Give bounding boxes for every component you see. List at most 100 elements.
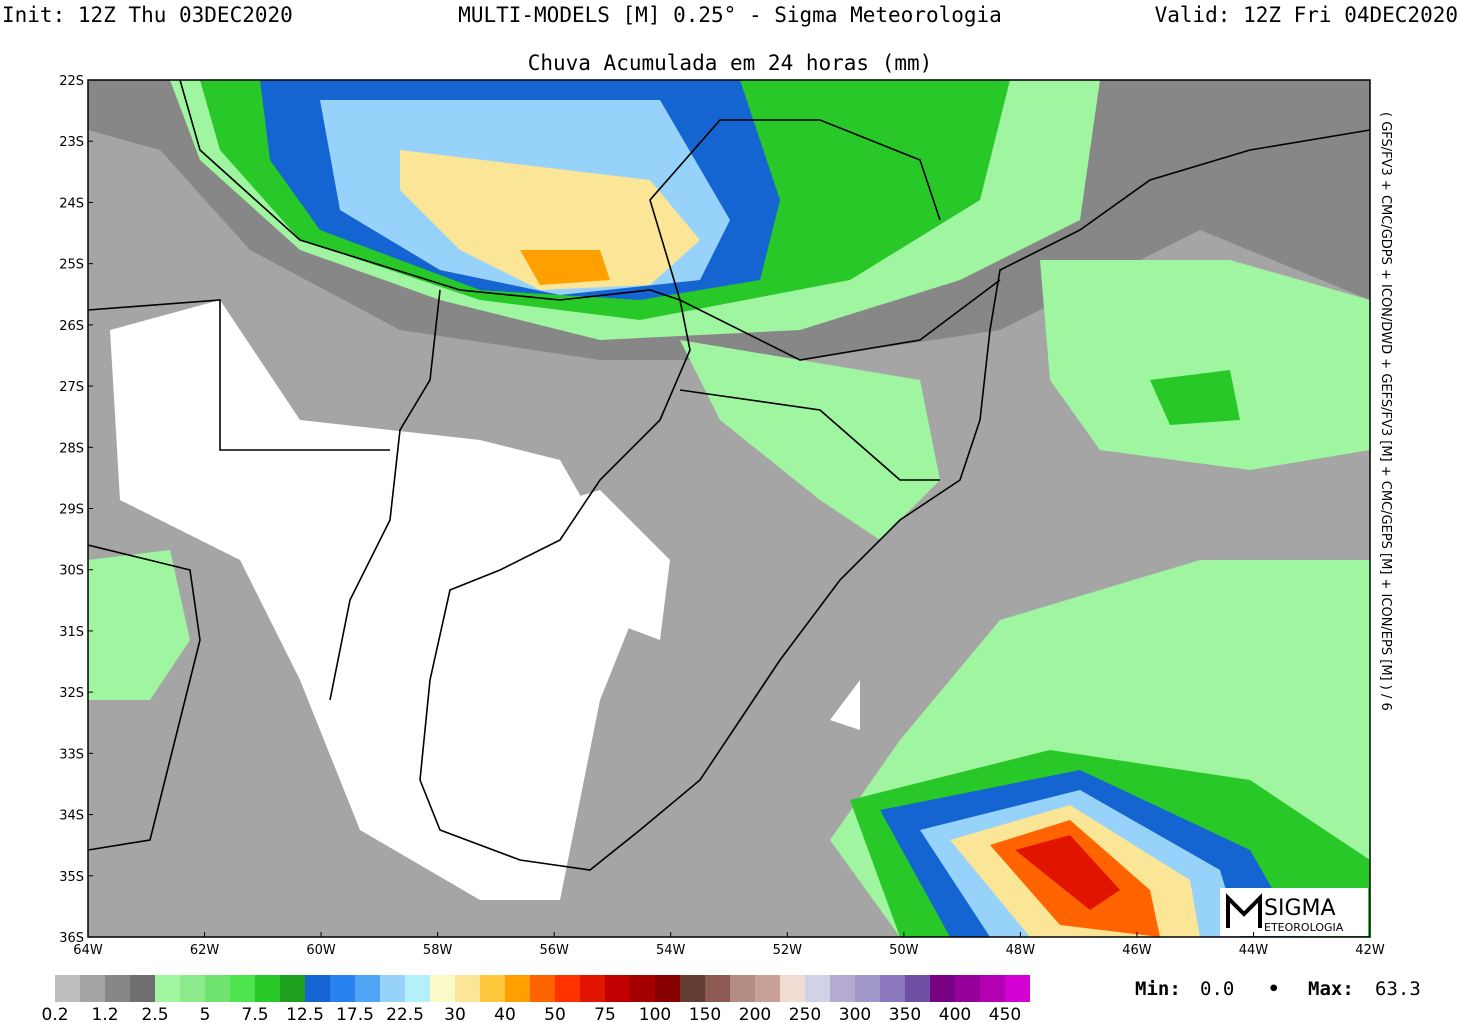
- colorbar-swatch: [130, 975, 155, 1002]
- colorbar-swatch: [530, 975, 555, 1002]
- colorbar-swatch: [555, 975, 580, 1002]
- colorbar-swatch: [705, 975, 730, 1002]
- colorbar-swatch: [155, 975, 180, 1002]
- lon-label: 64W: [73, 943, 103, 958]
- lat-label: 33S: [59, 747, 84, 762]
- colorbar-swatch: [980, 975, 1005, 1002]
- lat-label: 35S: [59, 870, 84, 885]
- lon-label: 52W: [773, 943, 803, 958]
- lat-label: 27S: [59, 380, 84, 395]
- colorbar-label: 450: [989, 1005, 1021, 1022]
- lat-label: 23S: [59, 135, 84, 150]
- colorbar-swatch: [830, 975, 855, 1002]
- lon-label: 46W: [1122, 943, 1152, 958]
- colorbar-swatch: [880, 975, 905, 1002]
- colorbar-label: 350: [889, 1005, 921, 1022]
- colorbar-swatch: [455, 975, 480, 1002]
- colorbar-swatch: [905, 975, 930, 1002]
- colorbar-label: 250: [789, 1005, 821, 1022]
- logo-sub: ETEOROLOGIA: [1264, 921, 1344, 934]
- colorbar-swatch: [955, 975, 980, 1002]
- colorbar-swatch: [630, 975, 655, 1002]
- colorbar-label: 0.2: [41, 1005, 68, 1022]
- colorbar-label: 100: [639, 1005, 671, 1022]
- lat-label: 24S: [59, 196, 84, 211]
- colorbar-label: 1.2: [91, 1005, 118, 1022]
- colorbar-swatch: [55, 975, 80, 1002]
- lon-label: 62W: [190, 943, 220, 958]
- lat-label: 28S: [59, 441, 84, 456]
- colorbar-swatch: [355, 975, 380, 1002]
- colorbar-label: 40: [494, 1005, 516, 1022]
- colorbar-swatch: [405, 975, 430, 1002]
- lat-label: 30S: [59, 564, 84, 579]
- lon-label: 54W: [656, 943, 686, 958]
- colorbar-label: 200: [739, 1005, 771, 1022]
- colorbar-label: 5: [200, 1005, 211, 1022]
- lat-label: 32S: [59, 686, 84, 701]
- min-value: 0.0: [1200, 978, 1234, 1000]
- max-label: Max:: [1308, 978, 1354, 1000]
- colorbar-swatch: [580, 975, 605, 1002]
- colorbar-swatch: [930, 975, 955, 1002]
- lat-label: 25S: [59, 258, 84, 273]
- colorbar-label: 12.5: [286, 1005, 324, 1022]
- colorbar-swatch: [305, 975, 330, 1002]
- colorbar-swatch: [430, 975, 455, 1002]
- lat-label: 22S: [59, 74, 84, 89]
- valid-text: Valid: 12Z Fri 04DEC2020: [1155, 3, 1458, 27]
- colorbar-swatch: [480, 975, 505, 1002]
- logo: SIGMA ETEOROLOGIA: [1220, 888, 1368, 936]
- lon-label: 44W: [1239, 943, 1269, 958]
- colorbar-label: 22.5: [386, 1005, 424, 1022]
- lat-label: 29S: [59, 503, 84, 518]
- min-label: Min:: [1135, 978, 1181, 1000]
- colorbar-swatch: [605, 975, 630, 1002]
- colorbar-label: 400: [939, 1005, 971, 1022]
- side-text: ( GFS/FV3 + CMC/GDPS + ICON/DWD + GEFS/F…: [1378, 112, 1393, 711]
- colorbar-swatch: [255, 975, 280, 1002]
- colorbar-swatch: [280, 975, 305, 1002]
- lon-label: 58W: [423, 943, 453, 958]
- colorbar-swatch: [180, 975, 205, 1002]
- colorbar-label: 300: [839, 1005, 871, 1022]
- lat-label: 31S: [59, 625, 84, 640]
- lon-label: 50W: [889, 943, 919, 958]
- colorbar-swatch: [205, 975, 230, 1002]
- lon-label: 48W: [1006, 943, 1036, 958]
- map-field: [88, 80, 1370, 937]
- colorbar-label: 30: [444, 1005, 466, 1022]
- colorbar-swatch: [380, 975, 405, 1002]
- colorbar-swatch: [105, 975, 130, 1002]
- lon-label: 60W: [306, 943, 336, 958]
- colorbar-label: 7.5: [241, 1005, 268, 1022]
- colorbar-swatch: [80, 975, 105, 1002]
- colorbar-label: 150: [689, 1005, 721, 1022]
- lon-label: 42W: [1355, 943, 1385, 958]
- colorbar-label: 75: [594, 1005, 616, 1022]
- lat-label: 34S: [59, 809, 84, 824]
- colorbar-swatch: [655, 975, 680, 1002]
- colorbar-label: 17.5: [336, 1005, 374, 1022]
- lon-label: 56W: [539, 943, 569, 958]
- colorbar-swatch: [755, 975, 780, 1002]
- colorbar-label: 50: [544, 1005, 566, 1022]
- colorbar-swatch: [855, 975, 880, 1002]
- separator: •: [1268, 978, 1279, 1000]
- subtitle: Chuva Acumulada em 24 horas (mm): [528, 51, 933, 75]
- colorbar-swatch: [505, 975, 530, 1002]
- colorbar-swatch: [805, 975, 830, 1002]
- colorbar-swatch: [230, 975, 255, 1002]
- colorbar-swatch: [680, 975, 705, 1002]
- title: MULTI-MODELS [M] 0.25° - Sigma Meteorolo…: [458, 3, 1002, 27]
- lat-label: 26S: [59, 319, 84, 334]
- logo-name: SIGMA: [1264, 896, 1336, 921]
- colorbar-swatch: [330, 975, 355, 1002]
- colorbar-swatch: [1005, 975, 1030, 1002]
- lat-label: 36S: [59, 931, 84, 946]
- colorbar-swatch: [730, 975, 755, 1002]
- init-text: Init: 12Z Thu 03DEC2020: [2, 3, 293, 27]
- colorbar-swatch: [780, 975, 805, 1002]
- max-value: 63.3: [1375, 978, 1421, 1000]
